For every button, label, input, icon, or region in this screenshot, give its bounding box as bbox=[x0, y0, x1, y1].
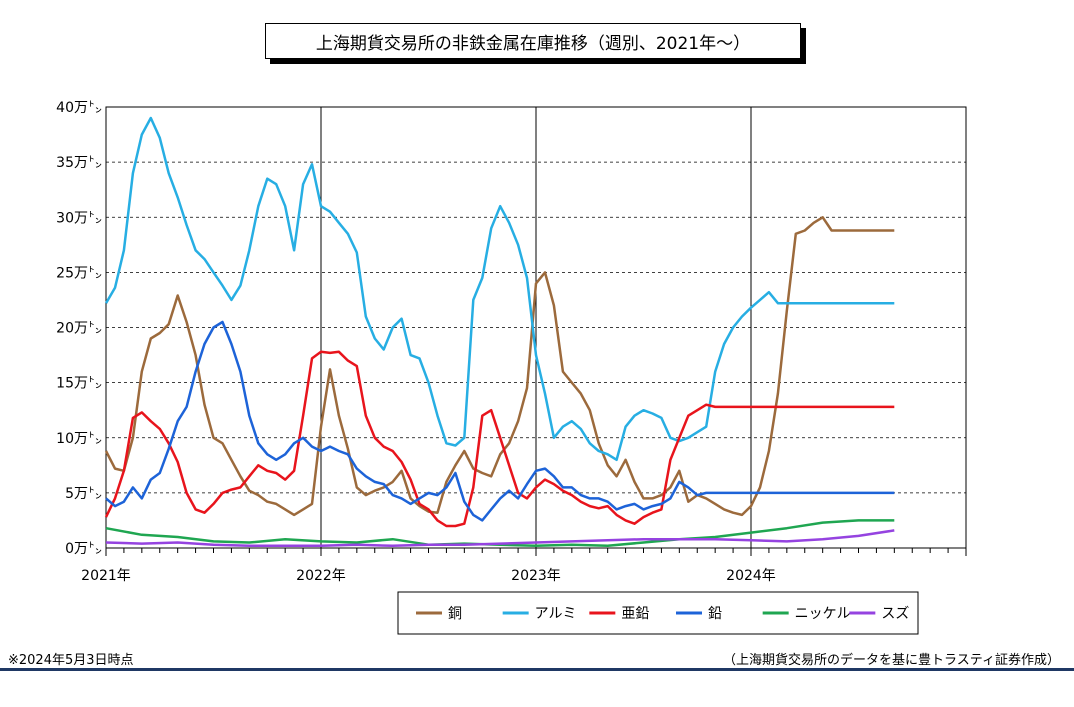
legend-label: ニッケル bbox=[795, 606, 851, 622]
y-tick-label: 20万㌧ bbox=[56, 321, 102, 337]
x-tick-label: 2023年 bbox=[511, 568, 561, 584]
y-tick-label: 5万㌧ bbox=[65, 486, 102, 502]
legend-label: 亜鉛 bbox=[621, 606, 649, 622]
chart-title: 上海期貨交易所の非鉄金属在庫推移（週別、2021年～） bbox=[265, 23, 801, 59]
x-tick-label: 2024年 bbox=[726, 568, 776, 584]
legend-label: スズ bbox=[881, 606, 909, 622]
x-tick-label: 2021年 bbox=[81, 568, 131, 584]
y-tick-label: 15万㌧ bbox=[56, 376, 102, 392]
series-line-0 bbox=[104, 216, 895, 517]
y-tick-label: 25万㌧ bbox=[56, 265, 102, 281]
y-tick-label: 30万㌧ bbox=[56, 210, 102, 226]
series-line-2 bbox=[104, 350, 895, 528]
series-line-5 bbox=[105, 529, 895, 548]
y-tick-label: 0万㌧ bbox=[65, 541, 102, 557]
legend-box bbox=[397, 591, 919, 635]
x-tick-label: 2022年 bbox=[296, 568, 346, 584]
legend-label: アルミ bbox=[535, 606, 577, 622]
legend-label: 銅 bbox=[448, 606, 462, 622]
y-tick-label: 35万㌧ bbox=[56, 155, 102, 171]
y-tick-label: 10万㌧ bbox=[56, 431, 102, 447]
footnote-source: （上海期貨交易所のデータを基に豊トラスティ証券作成） bbox=[723, 653, 1060, 668]
bottom-rule bbox=[0, 668, 1074, 671]
series-line-1 bbox=[104, 116, 895, 462]
footnote-date: ※2024年5月3日時点 bbox=[8, 653, 134, 668]
legend-label: 鉛 bbox=[708, 606, 722, 622]
y-tick-label: 40万㌧ bbox=[56, 100, 102, 116]
series-line-3 bbox=[105, 320, 895, 522]
